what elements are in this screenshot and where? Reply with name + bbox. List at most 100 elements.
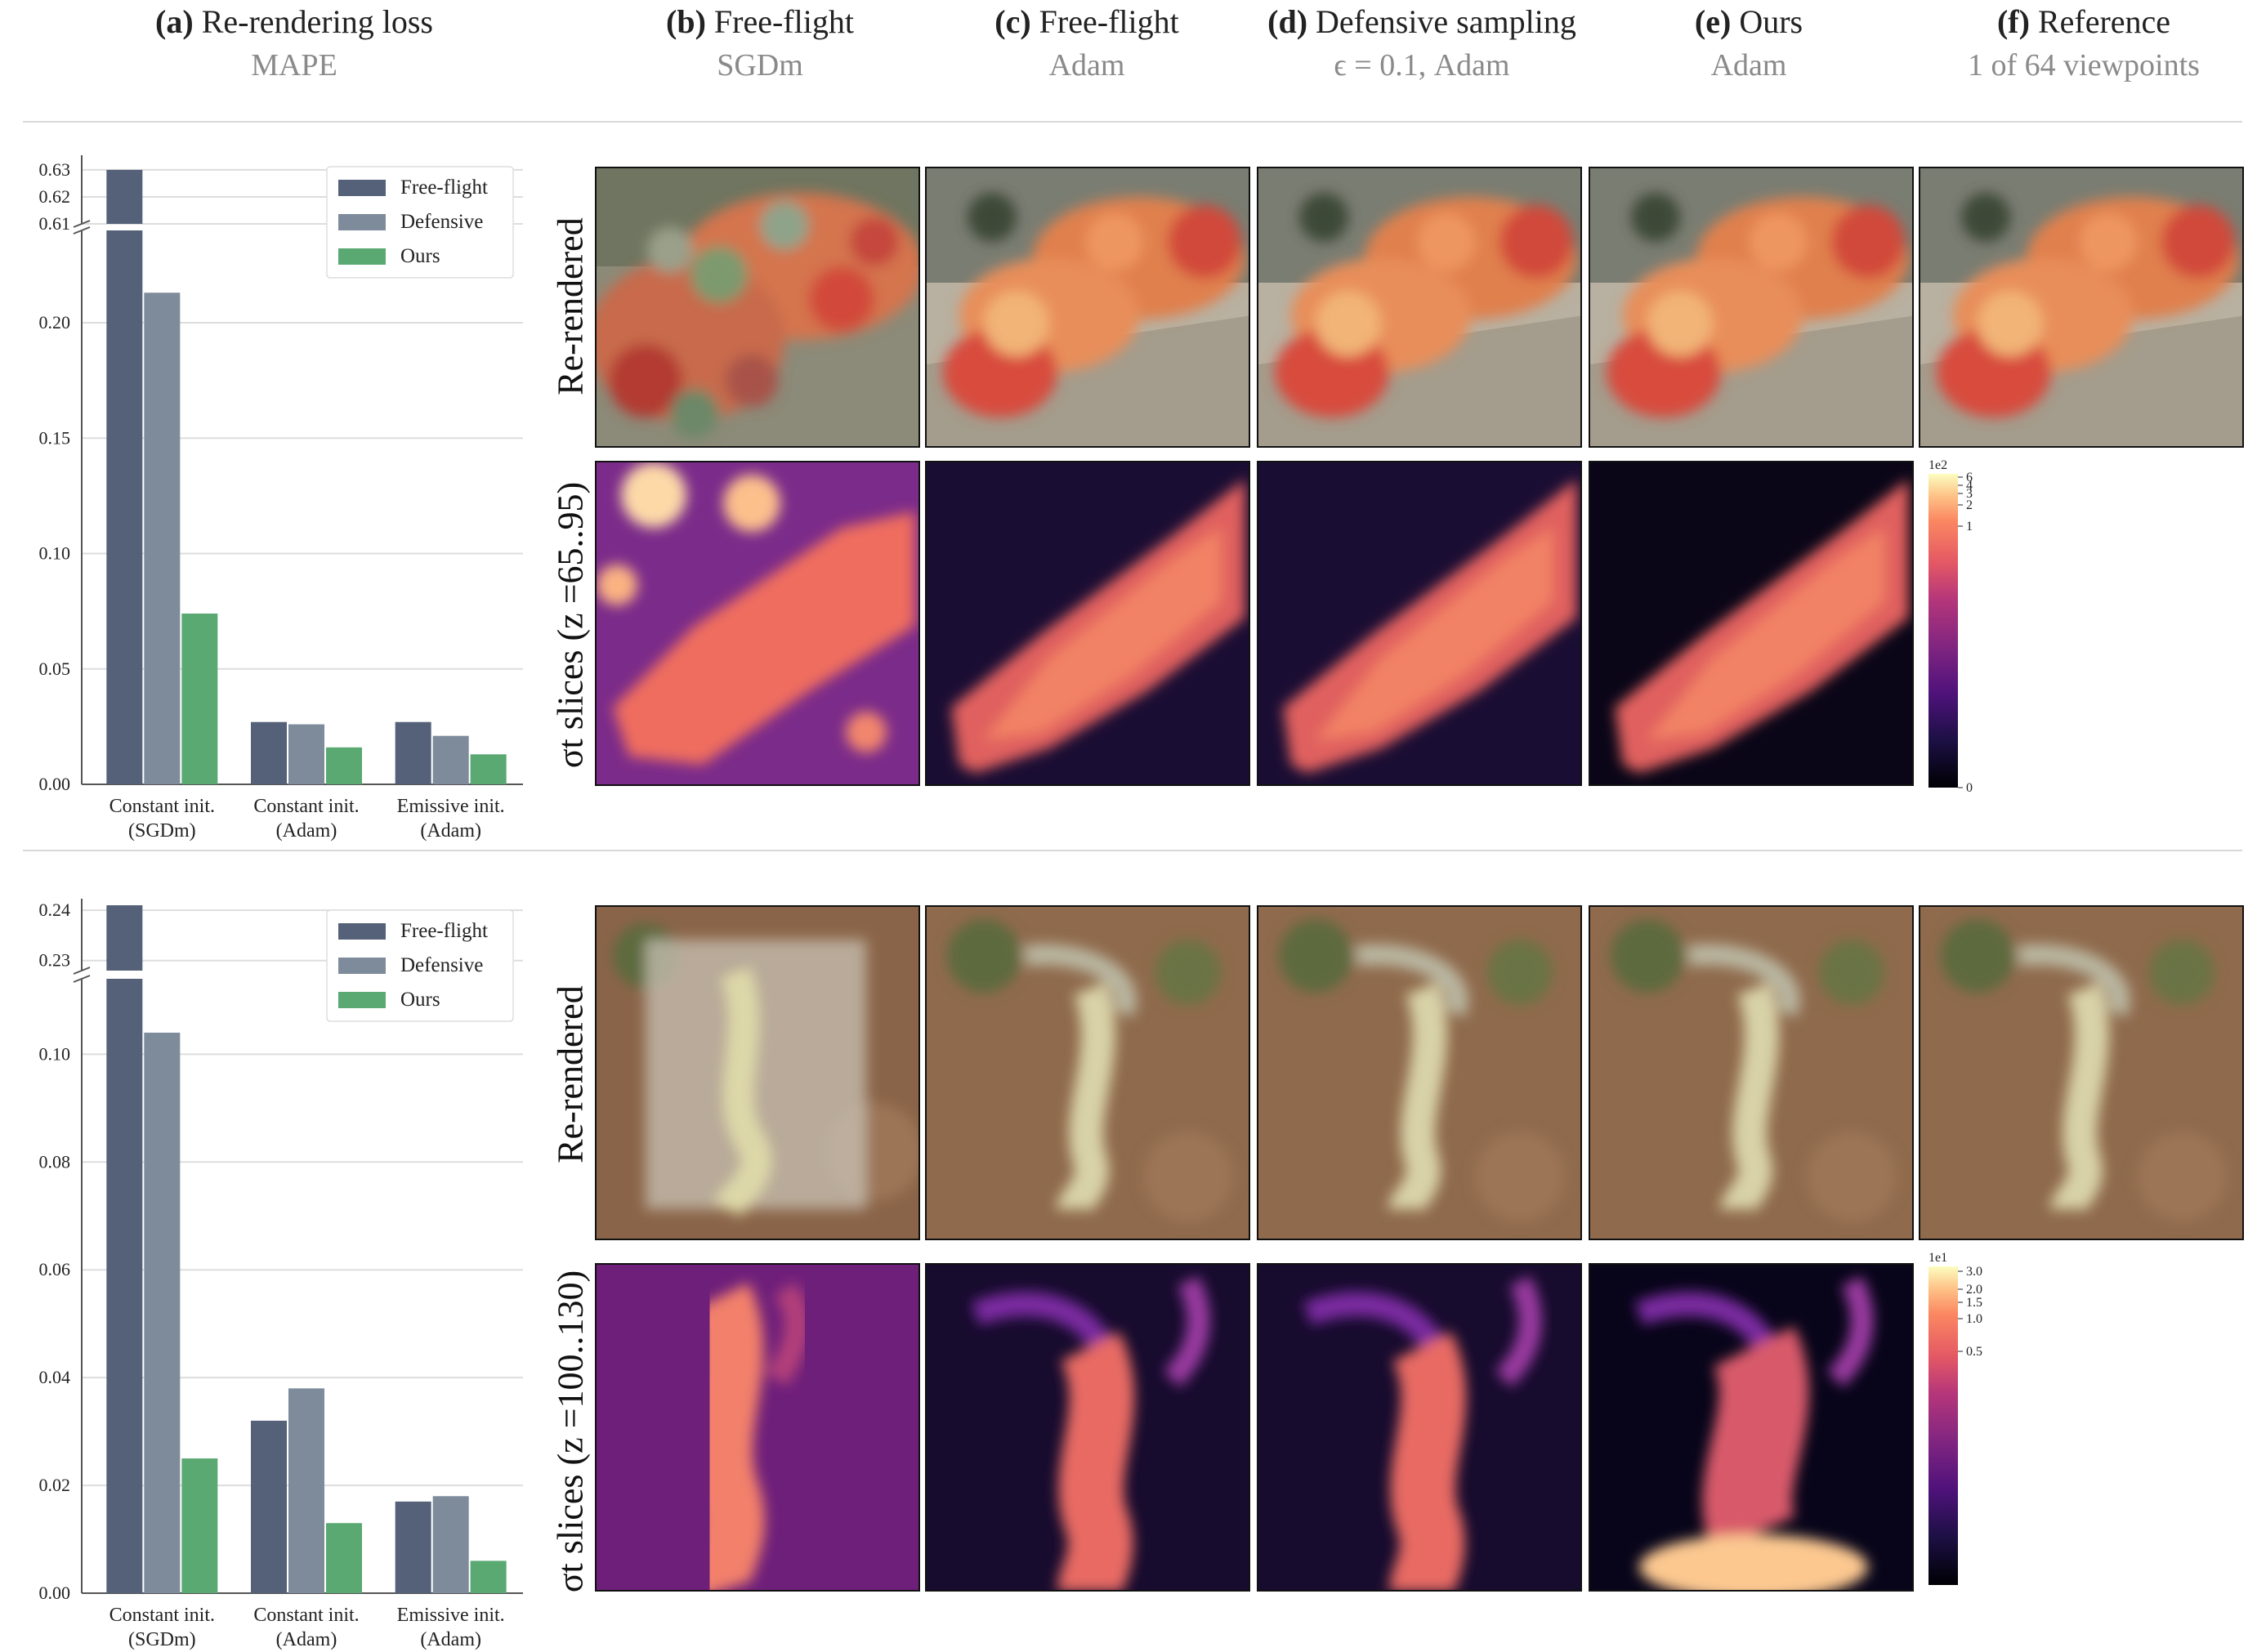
header-subtitle: Adam: [1710, 48, 1787, 83]
rendered-defensive-bottom: [1257, 905, 1582, 1240]
rendered-ours-top: [1589, 167, 1914, 448]
bar: [470, 754, 507, 784]
bar: [395, 721, 431, 784]
legend-swatch: [338, 180, 386, 196]
rendered-ff-adam-top: [925, 167, 1250, 448]
colorbar-tick: 6: [1966, 471, 1973, 484]
bar: [251, 721, 287, 784]
bar: [181, 1458, 218, 1593]
header-b: (b) Free-flight SGDm: [597, 0, 923, 98]
slice-ff-adam-bottom: [925, 1263, 1250, 1592]
header-letter: (c): [994, 3, 1031, 40]
loss-bar-chart-top: 0.00 0.05 0.10 0.15 0.20 0.61 0.62 0.63 Constant…: [39, 155, 523, 842]
header-letter: (f): [1996, 3, 2030, 40]
y-tick-label: 0.62: [39, 186, 71, 207]
y-tick-label: 0.20: [39, 312, 71, 333]
row2-slice-label: σt slices (z =100..130): [550, 1270, 591, 1593]
bar: [106, 230, 143, 784]
bar: [251, 1420, 287, 1593]
y-tick-label: 0.23: [39, 950, 71, 971]
legend-label: Free-flight: [400, 920, 488, 942]
colorbar-tick: 0.5: [1966, 1345, 1982, 1359]
rendered-reference-top: [1919, 167, 2244, 448]
rendered-ff-adam-bottom: [925, 905, 1250, 1240]
rendered-sgdm-top: [595, 167, 920, 448]
row-divider: [23, 850, 2242, 851]
legend-label: Free-flight: [400, 176, 488, 199]
legend-swatch: [338, 214, 386, 230]
header-letter: (e): [1694, 3, 1732, 40]
legend-swatch: [338, 992, 386, 1008]
colorbar-tick: 1.5: [1966, 1296, 1982, 1310]
header-f: (f) Reference 1 of 64 viewpoints: [1912, 0, 2255, 98]
colorbar-tick: 3: [1966, 487, 1973, 501]
x-category-label: Constant init.: [253, 1605, 359, 1626]
x-category-label: (SGDm): [128, 1629, 196, 1650]
colorbar-tick: 4: [1966, 479, 1973, 493]
legend-label: Defensive: [400, 211, 483, 233]
bar: [181, 613, 218, 784]
header-subtitle: ϵ = 0.1, Adam: [1334, 48, 1510, 83]
bar: [326, 747, 362, 784]
loss-bar-chart-bottom: 0.00 0.02 0.04 0.06 0.08 0.10 0.23 0.24 Constant…: [39, 899, 523, 1650]
bar: [144, 292, 181, 784]
y-tick-label: 0.61: [39, 213, 71, 234]
legend-swatch: [338, 248, 386, 265]
header-letter: (a): [155, 3, 194, 40]
header-title: Free-flight: [1039, 3, 1179, 40]
bar-upper-part: [106, 905, 143, 971]
bar: [432, 735, 469, 784]
bar: [432, 1496, 469, 1593]
rendered-ours-bottom: [1589, 905, 1914, 1240]
colorbar-tick: 1: [1966, 520, 1973, 534]
header-title: Re-rendering loss: [201, 3, 433, 40]
legend-label: Ours: [400, 245, 440, 267]
bar-upper-part: [106, 169, 143, 224]
x-category-label: Constant init.: [253, 796, 359, 817]
axis-break-mark: [73, 220, 91, 234]
colorbar-tick: 1.0: [1966, 1312, 1982, 1326]
header-title: Reference: [2037, 3, 2171, 40]
header-divider: [23, 121, 2242, 123]
rendered-sgdm-bottom: [595, 905, 920, 1240]
x-category-label: (Adam): [420, 820, 481, 842]
slice-sgdm-bottom: [595, 1263, 920, 1592]
x-category-label: (Adam): [276, 820, 337, 842]
bar: [144, 1032, 181, 1593]
x-category-label: Emissive init.: [397, 1605, 505, 1626]
slice-defensive-top: [1257, 461, 1582, 786]
row2-rendered-label: Re-rendered: [550, 985, 591, 1163]
header-e: (e) Ours Adam: [1585, 0, 1912, 98]
x-category-label: (Adam): [276, 1629, 337, 1650]
header-c: (c) Free-flight Adam: [923, 0, 1250, 98]
y-tick-label: 0.08: [39, 1151, 71, 1172]
slice-ours-bottom: [1589, 1263, 1914, 1592]
header-subtitle: MAPE: [251, 48, 337, 83]
colorbar-top: 1e2 6 4 3 2 1 0: [1929, 458, 1973, 795]
colorbar-tick: 3.0: [1966, 1265, 1982, 1279]
x-category-label: Constant init.: [109, 796, 215, 817]
x-category-label: Constant init.: [109, 1605, 215, 1626]
colorbar-tick: 2.0: [1966, 1283, 1982, 1297]
legend-label: Defensive: [400, 954, 483, 976]
bar: [288, 724, 324, 784]
y-tick-label: 0.00: [39, 774, 71, 794]
y-tick-label: 0.02: [39, 1475, 71, 1495]
row1-rendered-label: Re-rendered: [550, 217, 591, 395]
y-tick-label: 0.10: [39, 1043, 71, 1064]
y-tick-label: 0.06: [39, 1259, 71, 1279]
legend-label: Ours: [400, 989, 440, 1011]
bar: [326, 1523, 362, 1593]
header-d: (d) Defensive sampling ϵ = 0.1, Adam: [1242, 0, 1602, 98]
slice-sgdm-top: [595, 461, 920, 786]
y-tick-label: 0.04: [39, 1367, 71, 1387]
bar: [395, 1501, 431, 1593]
colorbar-tick: 0: [1966, 781, 1973, 795]
y-tick-label: 0.00: [39, 1583, 71, 1603]
row1-slice-label: σt slices (z =65..95): [550, 481, 591, 769]
x-category-label: (SGDm): [128, 820, 196, 842]
rendered-reference-bottom: [1919, 905, 2244, 1240]
header-subtitle: SGDm: [717, 48, 803, 83]
bar: [288, 1388, 324, 1593]
rendered-defensive-top: [1257, 167, 1582, 448]
